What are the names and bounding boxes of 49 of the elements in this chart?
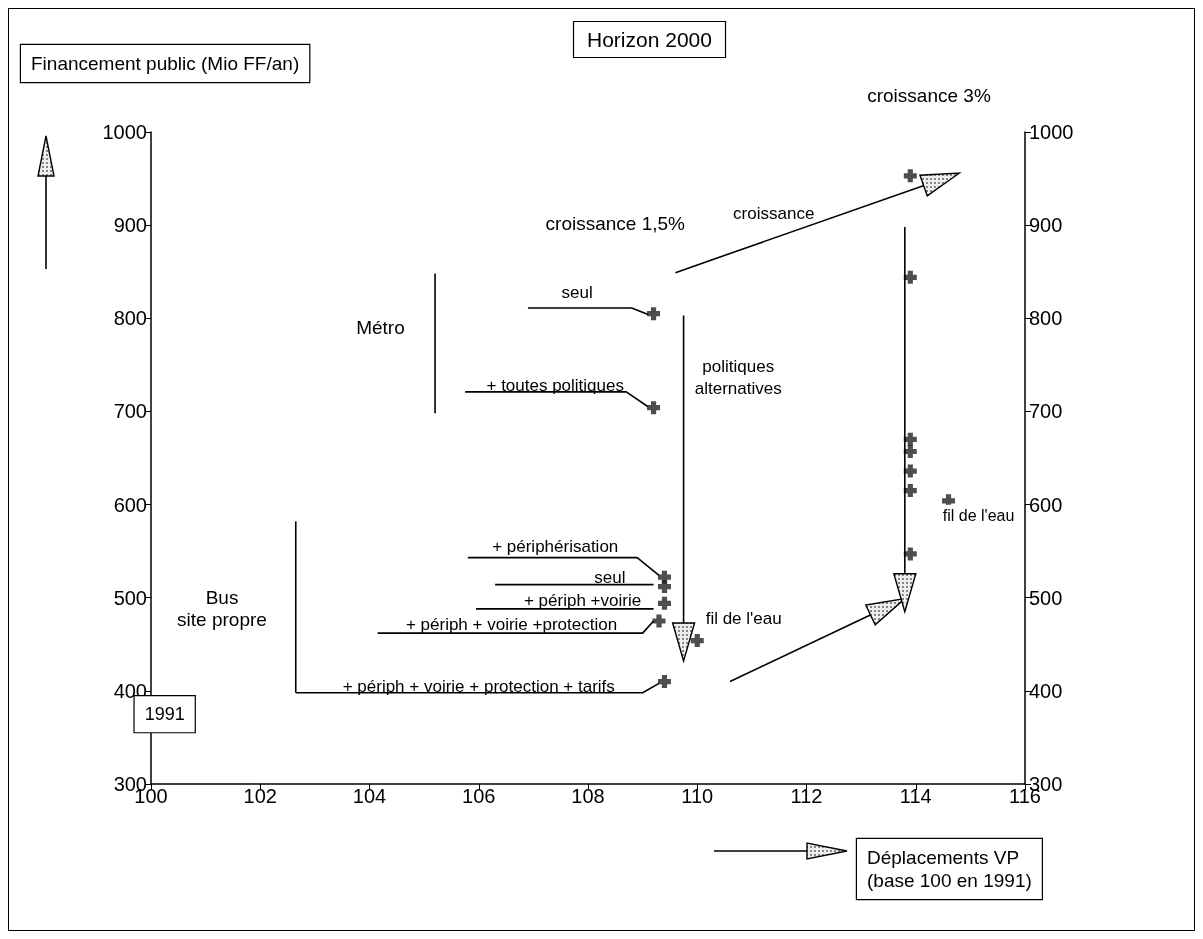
y2-tick-label: 1000: [1029, 121, 1074, 143]
y2-tick-label: 800: [1029, 307, 1063, 330]
x-tick-label: 104: [352, 785, 387, 807]
y2-tick-label: 900: [1029, 214, 1063, 237]
annotation: croissance: [733, 204, 815, 224]
y-tick-label: 900: [113, 214, 147, 237]
annotation: fil de l'eau: [705, 608, 782, 628]
y2-tick-label: 500: [1029, 586, 1063, 609]
chart-title: Horizon 2000: [587, 28, 712, 51]
x-tick-label: 114: [899, 785, 932, 807]
y2-tick-label: 400: [1029, 679, 1063, 702]
x-tick-label: 112: [790, 785, 823, 807]
y-tick-label: 1000: [102, 121, 147, 143]
annotation: + périph + voirie + protection + tarifs: [342, 676, 615, 696]
x-tick-label: 110: [681, 785, 714, 807]
x-tick-label: 106: [462, 785, 496, 807]
annotation: 1991: [144, 704, 185, 725]
point: [652, 614, 666, 628]
point: [657, 675, 671, 689]
y2-tick-label: 700: [1029, 400, 1063, 423]
x-tick-label: 108: [571, 785, 605, 807]
y-tick-label: 500: [113, 586, 147, 609]
x-tick-label: 102: [243, 785, 277, 807]
point: [657, 580, 671, 594]
annotation: politiques alternatives: [694, 357, 782, 399]
y-tick-label: 800: [113, 307, 147, 330]
point: [657, 596, 671, 610]
point: [647, 401, 661, 415]
y-tick-label: 700: [113, 400, 147, 423]
annotation: + périph +voirie: [523, 591, 642, 611]
annotation: fil de l'eau: [942, 507, 1015, 525]
annotation: seul: [561, 282, 593, 302]
x-axis-title: Déplacements VP (base 100 en 1991): [867, 847, 1032, 891]
y-tick-label: 600: [113, 493, 147, 516]
y2-tick-label: 600: [1029, 493, 1063, 516]
annotation: + toutes politiques: [486, 375, 624, 395]
point: [647, 307, 661, 321]
point: [903, 169, 917, 183]
y-axis-title: Financement public (Mio FF/an): [31, 53, 300, 74]
point: [903, 464, 917, 478]
annotation: Bus site propre: [177, 587, 267, 631]
text: croissance 3%: [867, 84, 991, 106]
annotation: + périph + voirie +protection: [405, 615, 618, 635]
annotation: croissance 1,5%: [545, 212, 686, 234]
annotation: Métro: [356, 317, 405, 339]
point: [690, 634, 704, 648]
point: [903, 547, 917, 561]
annotation: seul: [594, 567, 626, 587]
annotation: + périphérisation: [492, 536, 619, 556]
